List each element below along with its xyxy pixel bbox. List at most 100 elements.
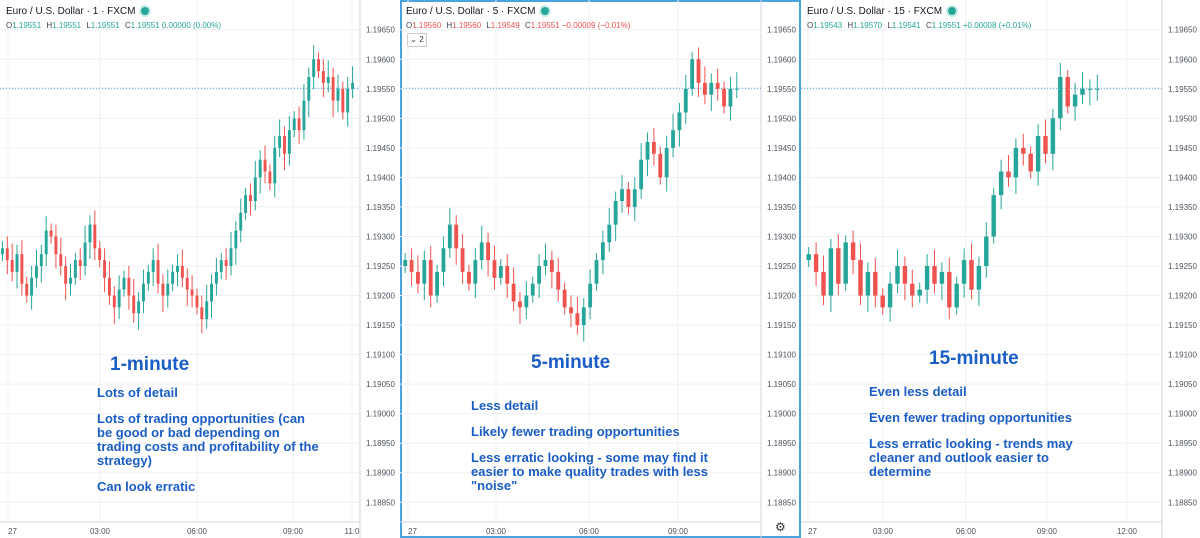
candle-body xyxy=(59,254,63,266)
x-tick-label: 09:00 xyxy=(283,527,304,536)
chart-panel-5-minute[interactable]: 1.19650 1.19600 1.19550 1.19500 1.19450 1.194… xyxy=(400,0,801,538)
y-tick-label: 1.19600 xyxy=(1168,55,1197,64)
candle-body xyxy=(273,147,277,184)
x-tick-label: 03:00 xyxy=(90,527,111,536)
low-label: L xyxy=(86,21,91,30)
candle-body xyxy=(88,224,92,243)
candle-body xyxy=(253,177,257,202)
y-tick-label: 1.19250 xyxy=(1168,262,1197,271)
y-tick-label: 1.19000 xyxy=(1168,410,1197,419)
candle-body xyxy=(998,171,1004,196)
y-tick-label: 1.19150 xyxy=(1168,321,1197,330)
candle-body xyxy=(1035,136,1041,172)
close-value: 1.19551 +0.00008 (+0.01%) xyxy=(931,21,1032,30)
y-tick-label: 1.19650 xyxy=(366,26,395,35)
candle-body xyxy=(556,271,561,290)
candle-body xyxy=(924,266,930,290)
candle-body xyxy=(492,260,497,278)
candle-body xyxy=(416,271,420,284)
candle-body xyxy=(1006,171,1011,178)
candle-body xyxy=(460,248,465,272)
open-label: O xyxy=(807,21,814,30)
candle-body xyxy=(49,230,53,237)
x-tick-label: 06:00 xyxy=(579,527,600,536)
y-tick-label: 1.19550 xyxy=(767,85,796,94)
candle-body xyxy=(984,236,989,266)
collapse-indicators-button[interactable]: ⌄ 2 xyxy=(407,33,427,47)
candle-body xyxy=(722,88,726,107)
market-status-icon xyxy=(948,7,957,16)
candle-body xyxy=(93,224,97,249)
candle-body xyxy=(336,88,340,101)
candle-body xyxy=(403,260,408,266)
candle-body xyxy=(409,260,414,272)
candle-body xyxy=(479,242,484,261)
candle-body xyxy=(511,283,516,302)
candle-body xyxy=(658,153,663,178)
y-tick-label: 1.19050 xyxy=(767,380,796,389)
candle-body xyxy=(645,141,650,160)
candlestick-chart-5-minute[interactable]: 1.19650 1.19600 1.19550 1.19500 1.19450 1.194… xyxy=(400,0,801,538)
candle-body xyxy=(537,266,542,284)
candle-body xyxy=(683,88,688,113)
candle-body xyxy=(307,76,311,101)
candle-body xyxy=(1028,153,1033,172)
candle-body xyxy=(939,271,945,284)
candle-body xyxy=(543,260,548,266)
x-tick-label: 09:00 xyxy=(668,527,689,536)
candle-body xyxy=(813,254,819,272)
candle-body xyxy=(806,254,811,261)
y-tick-label: 1.19450 xyxy=(1168,144,1197,153)
open-value: 1.19560 xyxy=(412,21,442,30)
candle-body xyxy=(5,248,9,261)
candle-body xyxy=(44,230,48,255)
candle-body xyxy=(594,260,599,284)
candle-body xyxy=(1072,94,1078,107)
candle-body xyxy=(441,248,446,272)
x-tick-label: 09:00 xyxy=(1037,527,1058,536)
candlestick-chart-1-minute[interactable]: 1.19650 1.19600 1.19550 1.19500 1.19450 1.194… xyxy=(0,0,400,538)
candle-body xyxy=(887,283,893,308)
y-tick-label: 1.18900 xyxy=(1168,469,1197,478)
symbol-legend[interactable]: Euro / U.S. Dollar · 5 · FXCM xyxy=(406,6,550,17)
high-label: H xyxy=(446,21,453,30)
candle-body xyxy=(229,248,233,266)
chart-panel-1-minute[interactable]: 1.19650 1.19600 1.19550 1.19500 1.19450 1.194… xyxy=(0,0,400,538)
candle-body xyxy=(69,277,72,284)
close-label: C xyxy=(925,21,932,30)
candle-body xyxy=(103,260,107,278)
y-tick-label: 1.19200 xyxy=(366,292,395,301)
candle-body xyxy=(98,248,102,261)
note-1: Even less detail xyxy=(869,384,967,399)
timeframe-title: 5-minute xyxy=(531,352,611,373)
note-3: Can look erratic xyxy=(97,479,196,494)
candle-body xyxy=(651,141,656,154)
candle-body xyxy=(161,283,165,296)
candle-body xyxy=(278,136,282,148)
chart-panel-15-minute[interactable]: 1.19650 1.19600 1.19550 1.19500 1.19450 1.194… xyxy=(801,0,1200,538)
candle-body xyxy=(25,283,29,296)
y-tick-label: 1.18950 xyxy=(1168,439,1197,448)
candle-body xyxy=(632,189,637,207)
candle-body xyxy=(0,248,4,255)
symbol-legend[interactable]: Euro / U.S. Dollar · 1 · FXCM xyxy=(6,6,150,17)
candle-body xyxy=(224,260,228,266)
candle-body xyxy=(263,159,267,172)
candle-body xyxy=(715,82,720,89)
candle-body xyxy=(932,266,937,284)
candle-body xyxy=(127,277,131,296)
candle-body xyxy=(1013,147,1019,178)
candle-body xyxy=(671,130,675,148)
symbol-legend[interactable]: Euro / U.S. Dollar · 15 · FXCM xyxy=(807,6,957,17)
candle-body xyxy=(454,224,459,249)
candle-body xyxy=(991,195,996,237)
candle-body xyxy=(1080,88,1085,95)
candlestick-chart-15-minute[interactable]: 1.19650 1.19600 1.19550 1.19500 1.19450 1.194… xyxy=(801,0,1200,538)
y-tick-label: 1.19550 xyxy=(1168,85,1197,94)
candle-body xyxy=(351,82,355,89)
candle-body xyxy=(112,295,116,308)
y-tick-label: 1.19000 xyxy=(366,410,395,419)
candle-body xyxy=(447,224,452,249)
y-tick-label: 1.19250 xyxy=(767,262,796,271)
gear-icon[interactable]: ⚙ xyxy=(775,520,786,534)
